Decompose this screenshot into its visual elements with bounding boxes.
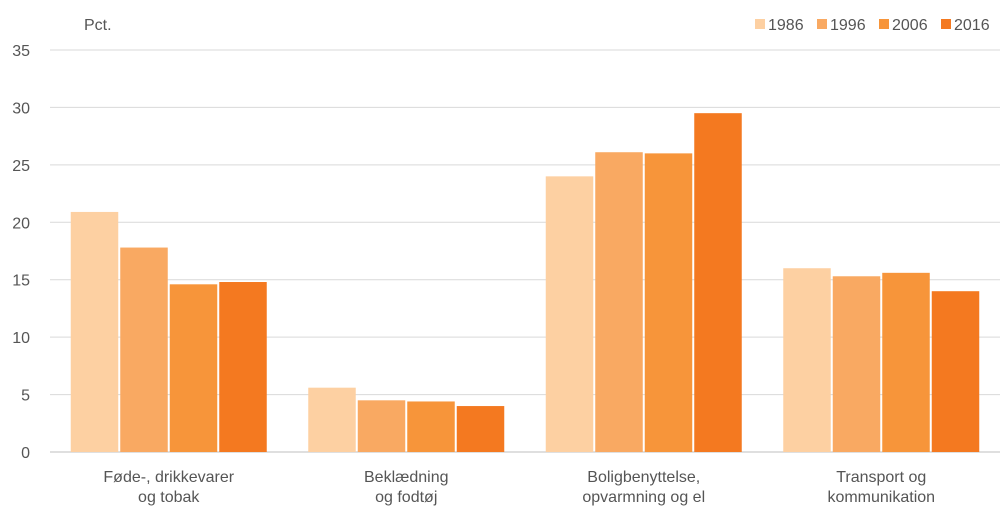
- bar-2016-2: [456, 406, 505, 452]
- bar-1996-4: [832, 276, 881, 452]
- y-axis-unit-label: Pct.: [84, 17, 112, 34]
- y-tick-label: 15: [12, 273, 30, 290]
- legend: 1986 1996 2006 2016: [755, 17, 990, 34]
- category-label: Boligbenyttelse,: [587, 469, 700, 486]
- category-label: Transport og: [836, 469, 926, 486]
- y-tick-label: 10: [12, 330, 30, 347]
- legend-label-2006: 2006: [892, 17, 928, 34]
- bar-1986-1: [70, 211, 119, 452]
- bar-2016-1: [219, 282, 267, 452]
- bar-1996-3: [595, 152, 643, 453]
- bar-2006-1: [169, 284, 218, 452]
- y-tick-label: 25: [12, 158, 30, 175]
- y-tick-label: 0: [21, 445, 30, 462]
- y-tick-label: 35: [12, 43, 30, 60]
- bars: [70, 113, 980, 453]
- legend-label-2016: 2016: [954, 17, 990, 34]
- category-label: opvarmning og el: [582, 489, 705, 506]
- y-tick-label: 5: [21, 388, 30, 405]
- category-label: Føde-, drikkevarer: [103, 469, 234, 486]
- category-label: kommunikation: [827, 489, 935, 506]
- legend-swatch-2016: [941, 19, 951, 29]
- y-axis-ticks: 0 5 10 15 20 25 30 35: [12, 43, 30, 462]
- x-axis-category-labels: Føde-, drikkevarer og tobak Beklædning og f…: [103, 469, 935, 506]
- bar-1996-1: [120, 247, 168, 452]
- bar-1986-3: [545, 176, 594, 453]
- bar-1986-4: [783, 268, 831, 452]
- category-label: og fodtøj: [375, 489, 437, 506]
- y-tick-label: 20: [12, 215, 30, 232]
- y-tick-label: 30: [12, 100, 30, 117]
- legend-label-1996: 1996: [830, 17, 866, 34]
- bar-1986-2: [308, 387, 356, 452]
- category-label: og tobak: [138, 489, 200, 506]
- bar-1996-2: [357, 400, 406, 452]
- bar-2016-4: [931, 291, 980, 452]
- bar-2016-3: [694, 113, 742, 453]
- bar-2006-2: [407, 401, 455, 452]
- legend-swatch-1986: [755, 19, 765, 29]
- legend-swatch-2006: [879, 19, 889, 29]
- bar-2006-4: [882, 272, 930, 452]
- legend-swatch-1996: [817, 19, 827, 29]
- legend-label-1986: 1986: [768, 17, 804, 34]
- bar-2006-3: [644, 153, 693, 452]
- category-label: Beklædning: [364, 469, 449, 486]
